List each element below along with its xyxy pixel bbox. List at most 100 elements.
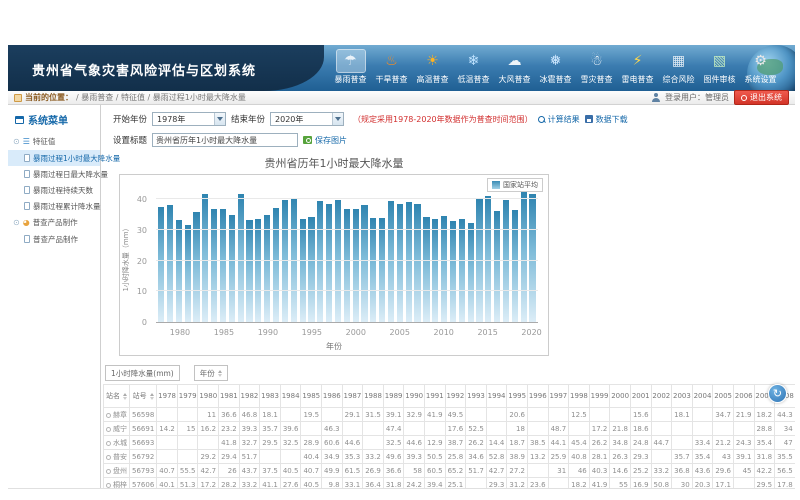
- year-header[interactable]: 2003: [672, 385, 693, 408]
- row-radio[interactable]: [106, 427, 111, 432]
- tree-group[interactable]: ⊙◕普查产品制作: [8, 214, 100, 231]
- table-row[interactable]: 赫章565981136.646.818.119.529.131.539.132.…: [104, 408, 796, 422]
- download-button[interactable]: 数据下载: [585, 114, 628, 125]
- tree-group[interactable]: ⊙☰特征值: [8, 133, 100, 150]
- nav-map-review[interactable]: ▧图件审核: [699, 50, 740, 85]
- value-cell: 35.7: [672, 450, 693, 464]
- row-radio[interactable]: [106, 455, 111, 460]
- sidebar-item[interactable]: 暴雨过程累计降水量: [8, 198, 100, 214]
- year-header[interactable]: 1994: [486, 385, 507, 408]
- value-cell: 39.3: [239, 422, 260, 436]
- chevron-down-icon: [214, 113, 225, 125]
- year-header[interactable]: 1997: [548, 385, 569, 408]
- table-row[interactable]: 威宁5669114.21516.223.239.335.739.646.347.…: [104, 422, 796, 436]
- expand-icon[interactable]: ⊙: [13, 138, 20, 146]
- year-header[interactable]: 1978: [157, 385, 178, 408]
- table-body: 赫章565981136.646.818.119.529.131.539.132.…: [104, 408, 796, 489]
- year-header[interactable]: 1988: [363, 385, 384, 408]
- year-header[interactable]: 2002: [651, 385, 672, 408]
- save-image-button[interactable]: 保存图片: [303, 135, 347, 146]
- value-cell: 60.5: [425, 464, 446, 478]
- main-content: 系统菜单 ⊙☰特征值暴雨过程1小时最大降水量暴雨过程日最大降水量暴雨过程持续天数…: [8, 105, 795, 489]
- value-cell: 34: [775, 422, 795, 436]
- item-label: 暴雨过程累计降水量: [33, 201, 101, 212]
- logout-button[interactable]: 退出系统: [734, 90, 789, 105]
- end-year-select[interactable]: 2020年: [270, 112, 344, 126]
- value-cell: 17.6: [445, 422, 466, 436]
- breadcrumb: 当前的位置： / 暴雨普查 / 特征值 / 暴雨过程1小时最大降水量: [14, 92, 246, 103]
- map-review-icon: ▧: [706, 50, 734, 72]
- year-header[interactable]: 2004: [692, 385, 713, 408]
- sort-icons[interactable]: [218, 370, 222, 377]
- nav-low-temp[interactable]: ❄低温普查: [453, 50, 494, 85]
- year-header[interactable]: 1990: [404, 385, 425, 408]
- row-radio[interactable]: [106, 441, 111, 446]
- row-radio[interactable]: [106, 483, 111, 488]
- row-radio[interactable]: [106, 469, 111, 474]
- y-axis-ticks: 010203040: [120, 187, 152, 323]
- col-header[interactable]: 站名: [104, 385, 130, 408]
- year-header[interactable]: 1983: [260, 385, 281, 408]
- year-header[interactable]: 2001: [630, 385, 651, 408]
- year-header[interactable]: 1995: [507, 385, 528, 408]
- year-header[interactable]: 1984: [280, 385, 301, 408]
- table-row[interactable]: 盘州5679340.755.542.72643.737.540.540.749.…: [104, 464, 796, 478]
- year-header[interactable]: 1979: [177, 385, 198, 408]
- year-header[interactable]: 1986: [322, 385, 343, 408]
- year-header[interactable]: 2005: [713, 385, 734, 408]
- value-cell: 19.5: [301, 408, 322, 422]
- year-header[interactable]: 2000: [610, 385, 631, 408]
- sidebar-item[interactable]: 普查产品制作: [8, 231, 100, 247]
- sort-asc-icon[interactable]: [218, 370, 222, 373]
- value-cell: [466, 408, 487, 422]
- start-year-select[interactable]: 1978年: [152, 112, 226, 126]
- year-header[interactable]: 1987: [342, 385, 363, 408]
- sort-desc-icon[interactable]: [218, 374, 222, 377]
- sidebar-item[interactable]: 暴雨过程1小时最大降水量: [8, 150, 100, 166]
- year-header[interactable]: 1989: [383, 385, 404, 408]
- year-header[interactable]: 1998: [569, 385, 590, 408]
- year-header[interactable]: 1985: [301, 385, 322, 408]
- nav-rainstorm[interactable]: ☂暴雨普查: [330, 50, 371, 85]
- measure-header-box[interactable]: 1小时降水量(mm): [105, 365, 180, 381]
- value-cell: 25.2: [630, 464, 651, 478]
- table-row[interactable]: 普安5679229.229.451.740.434.935.333.249.63…: [104, 450, 796, 464]
- expand-icon[interactable]: ⊙: [13, 219, 20, 227]
- sidebar-item[interactable]: 暴雨过程持续天数: [8, 182, 100, 198]
- snow-icon: ☃: [583, 50, 611, 72]
- nav-label: 冰雹普查: [540, 74, 572, 85]
- nav-lightning[interactable]: ⚡雷电普查: [617, 50, 658, 85]
- chart-title-input[interactable]: [152, 133, 298, 147]
- chart-legend[interactable]: 国家站平均: [487, 178, 543, 192]
- year-header[interactable]: 1999: [589, 385, 610, 408]
- value-cell: 47.4: [383, 422, 404, 436]
- year-header[interactable]: 2006: [733, 385, 754, 408]
- nav-drought[interactable]: ♨干旱普查: [371, 50, 412, 85]
- bar-1981: [185, 225, 191, 322]
- float-widget[interactable]: ↻: [768, 384, 787, 403]
- year-header[interactable]: 1980: [198, 385, 219, 408]
- nav-high-temp[interactable]: ☀高温普查: [412, 50, 453, 85]
- year-header[interactable]: 1981: [219, 385, 240, 408]
- value-cell: 28.9: [301, 436, 322, 450]
- year-header[interactable]: 1992: [445, 385, 466, 408]
- breadcrumb-path[interactable]: / 暴雨普查 / 特征值 / 暴雨过程1小时最大降水量: [76, 92, 246, 103]
- nav-snow[interactable]: ☃雪灾普查: [576, 50, 617, 85]
- year-sort-box[interactable]: 年份: [194, 365, 228, 381]
- nav-wind[interactable]: ☁大风普查: [494, 50, 535, 85]
- row-radio[interactable]: [106, 413, 111, 418]
- year-header[interactable]: 1982: [239, 385, 260, 408]
- table-row[interactable]: 水城5669341.832.729.532.528.960.644.632.54…: [104, 436, 796, 450]
- bar-2002: [370, 218, 376, 322]
- year-header[interactable]: 1993: [466, 385, 487, 408]
- nav-settings[interactable]: ⚙系统设置: [740, 50, 781, 85]
- year-header[interactable]: 1991: [425, 385, 446, 408]
- nav-composite-risk[interactable]: ▦综合风险: [658, 50, 699, 85]
- value-cell: [260, 450, 281, 464]
- sidebar-item[interactable]: 暴雨过程日最大降水量: [8, 166, 100, 182]
- table-row[interactable]: 桐梓5760640.151.317.228.233.241.127.640.59…: [104, 478, 796, 489]
- calculate-button[interactable]: 计算结果: [538, 114, 580, 125]
- nav-hail[interactable]: ❅冰雹普查: [535, 50, 576, 85]
- year-header[interactable]: 1996: [527, 385, 548, 408]
- col-header[interactable]: 站号: [130, 385, 157, 408]
